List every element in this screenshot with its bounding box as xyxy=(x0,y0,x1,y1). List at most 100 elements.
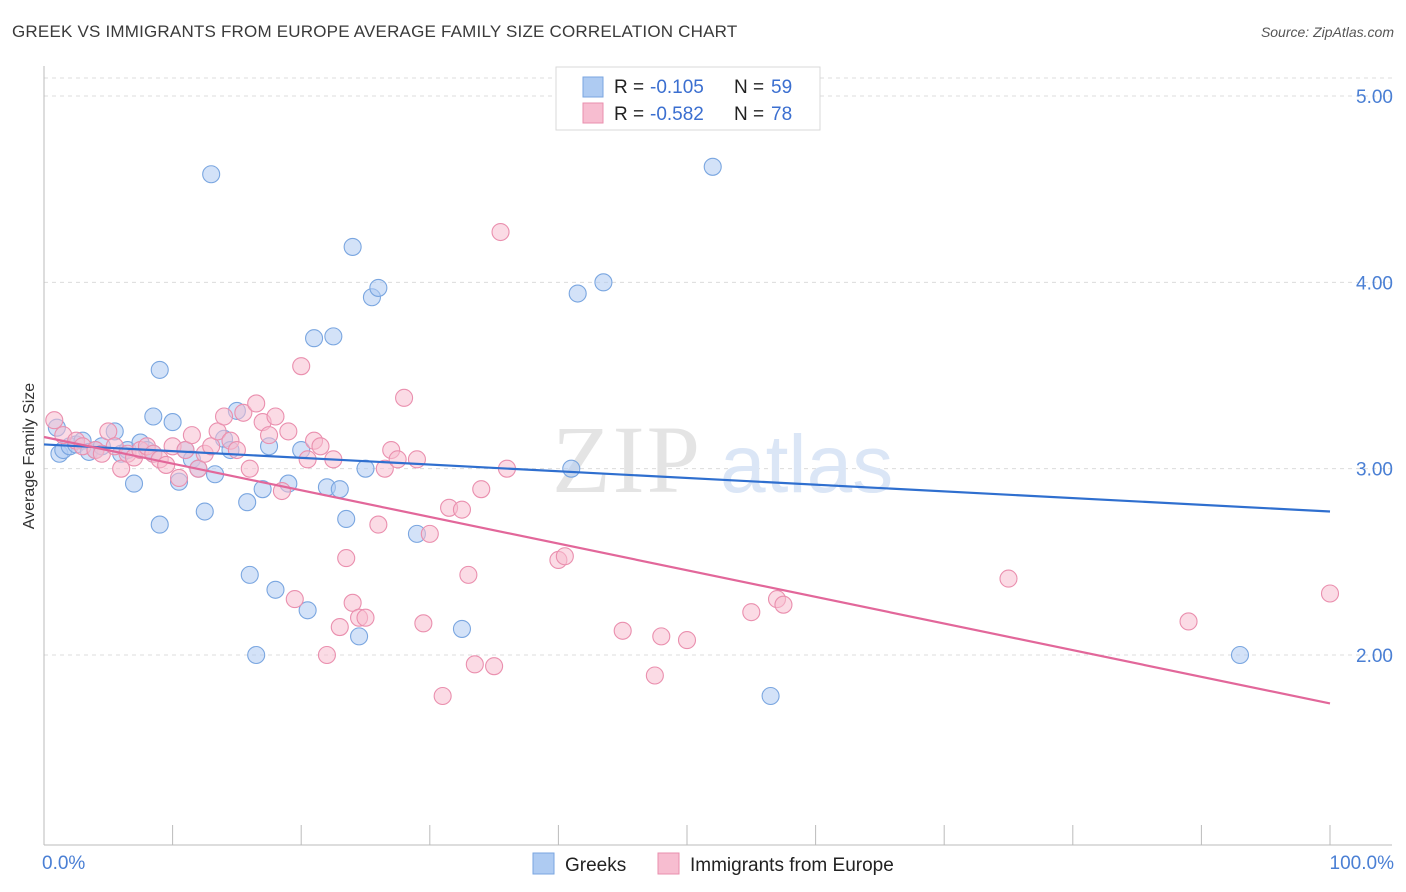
greeks-point xyxy=(298,601,317,620)
immigrants-point xyxy=(99,422,118,441)
legend-greeks-n-value: 59 xyxy=(771,77,792,98)
immigrants-point xyxy=(240,459,259,478)
immigrants-point xyxy=(652,627,671,646)
immigrants-point xyxy=(285,590,304,609)
immigrants-point xyxy=(742,603,761,622)
greeks-point xyxy=(369,278,388,297)
watermark-atlas: atlas xyxy=(720,419,893,510)
x-tick-label-max: 100.0% xyxy=(1330,853,1395,874)
legend-greeks-n-label: N = xyxy=(734,77,764,98)
immigrants-point xyxy=(388,450,407,469)
immigrants-point xyxy=(234,403,253,422)
immigrants-point xyxy=(112,459,131,478)
immigrants-point xyxy=(317,645,336,665)
greeks-point xyxy=(1230,645,1250,665)
legend-swatch-immigrants xyxy=(582,102,604,124)
greeks-point xyxy=(330,480,349,499)
trend-line-immigrants xyxy=(43,435,1331,705)
immigrants-point xyxy=(369,515,388,534)
greeks-point xyxy=(202,165,221,184)
series-immigrants-points xyxy=(45,222,1340,706)
greeks-point xyxy=(163,413,182,432)
immigrants-point xyxy=(452,500,472,519)
immigrants-point xyxy=(395,388,414,407)
immigrants-point xyxy=(343,593,362,612)
greeks-point xyxy=(568,284,587,303)
immigrants-point xyxy=(208,422,227,441)
legend-swatch-greeks xyxy=(582,76,604,98)
immigrants-point xyxy=(227,440,246,460)
immigrants-point xyxy=(613,621,632,640)
greeks-point xyxy=(305,329,324,348)
legend-greeks-r-value: -0.105 xyxy=(650,77,704,98)
greeks-point xyxy=(195,502,214,521)
legend-immigrants-r-value: -0.582 xyxy=(650,104,704,125)
greeks-point xyxy=(240,565,259,584)
chart-source: Source: ZipAtlas.com xyxy=(1260,24,1394,40)
greeks-point xyxy=(356,459,375,478)
y-tick-labels: 2.00 3.00 4.00 5.00 xyxy=(1356,87,1393,667)
immigrants-point xyxy=(279,422,298,441)
greeks-point xyxy=(562,459,581,478)
legend-bottom-immigrants: Immigrants from Europe xyxy=(690,855,894,876)
watermark-zip: ZIP xyxy=(552,406,702,513)
immigrants-point xyxy=(202,437,221,456)
greeks-point xyxy=(150,515,169,534)
immigrants-point xyxy=(169,468,189,488)
immigrants-point xyxy=(45,411,64,430)
immigrants-point xyxy=(375,459,394,478)
trend-line-greeks xyxy=(43,443,1331,513)
immigrants-point xyxy=(420,524,439,543)
legend-top: R = -0.105 N = 59 R = -0.582 N = 78 xyxy=(555,66,821,131)
immigrants-point xyxy=(555,547,574,566)
greeks-point xyxy=(703,157,722,176)
trend-lines xyxy=(43,435,1331,705)
immigrants-point xyxy=(472,480,491,499)
greeks-point xyxy=(594,273,613,292)
greeks-point xyxy=(253,480,272,499)
legend-immigrants-n-value: 78 xyxy=(771,104,792,125)
legend-bottom-swatch-immigrants xyxy=(657,852,680,875)
y-axis-label: Average Family Size xyxy=(21,383,38,530)
immigrants-point xyxy=(433,686,452,706)
legend-immigrants-n-label: N = xyxy=(734,104,764,125)
immigrants-point xyxy=(330,617,349,637)
greeks-point xyxy=(324,327,343,346)
greeks-point xyxy=(266,580,285,599)
y-tick-label: 3.00 xyxy=(1356,460,1393,481)
immigrants-point xyxy=(491,222,510,242)
legend-bottom-greeks: Greeks xyxy=(565,855,626,876)
immigrants-point xyxy=(465,655,484,674)
legend-bottom-swatch-greeks xyxy=(532,852,555,875)
immigrants-point xyxy=(214,407,234,426)
immigrants-point xyxy=(182,426,201,445)
y-tick-label: 4.00 xyxy=(1356,273,1393,294)
immigrants-point xyxy=(774,595,793,614)
immigrants-point xyxy=(176,440,195,460)
greeks-point xyxy=(247,645,266,665)
immigrants-point xyxy=(485,657,504,676)
y-tick-label: 5.00 xyxy=(1356,87,1393,108)
immigrants-point xyxy=(645,666,664,685)
immigrants-point xyxy=(1320,584,1340,603)
immigrants-point xyxy=(459,565,478,584)
immigrants-point xyxy=(292,357,311,376)
y-tick-label: 2.00 xyxy=(1356,646,1393,667)
greeks-point xyxy=(343,237,362,256)
greeks-point xyxy=(124,474,144,493)
immigrants-point xyxy=(247,394,266,413)
immigrants-point xyxy=(414,614,433,633)
x-axis-ticks xyxy=(43,825,1331,845)
immigrants-point xyxy=(356,608,375,627)
immigrants-point xyxy=(157,455,176,474)
legend-bottom: Greeks Immigrants from Europe xyxy=(532,852,894,876)
greeks-point xyxy=(150,360,169,379)
immigrants-point xyxy=(1179,612,1198,631)
immigrants-point xyxy=(677,631,697,650)
legend-greeks-r-label: R = xyxy=(614,77,644,98)
immigrants-point xyxy=(999,569,1018,588)
greeks-point xyxy=(452,619,472,638)
immigrants-point xyxy=(311,437,330,456)
chart-title: GREEK VS IMMIGRANTS FROM EUROPE AVERAGE … xyxy=(12,22,738,41)
